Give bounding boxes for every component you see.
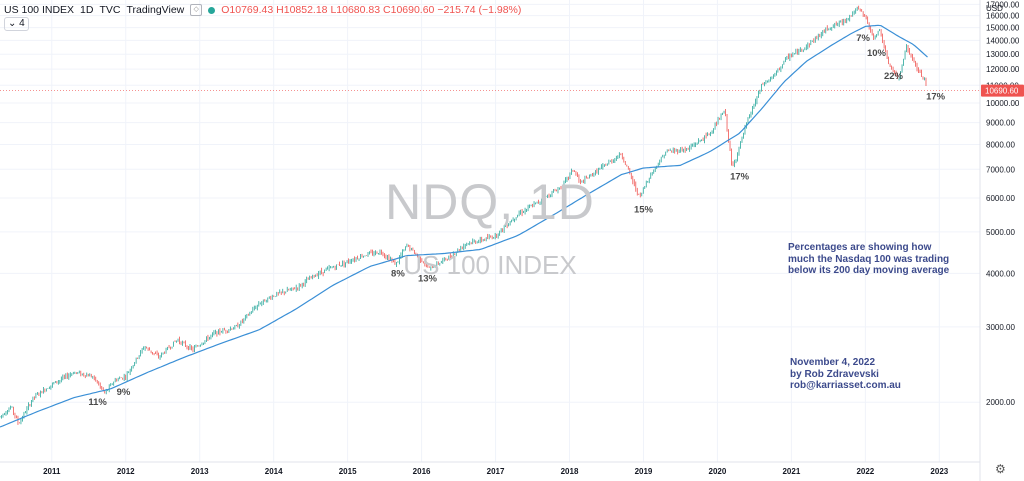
- y-tick-label: 14000.00: [986, 36, 1020, 45]
- ohlc-values: O10769.43 H10852.18 L10680.83 C10690.60 …: [221, 4, 521, 16]
- watermark-subtitle: US 100 INDEX: [403, 250, 577, 280]
- y-tick-label: 4000.00: [986, 269, 1015, 278]
- x-tick-label: 2019: [635, 467, 653, 476]
- chevron-down-icon: ⌄: [8, 18, 17, 29]
- y-tick-label: 9000.00: [986, 119, 1015, 128]
- y-tick-label: 7000.00: [986, 165, 1015, 174]
- note-line: below its 200 day moving average: [788, 265, 950, 276]
- y-tick-label: 3000.00: [986, 323, 1015, 332]
- drawdown-label: 9%: [117, 387, 131, 398]
- x-tick-label: 2023: [930, 467, 948, 476]
- drawdown-label: 17%: [926, 92, 946, 103]
- x-tick-label: 2012: [117, 467, 135, 476]
- watermark-title: NDQ, 1D: [385, 174, 595, 230]
- drawdown-label: 17%: [730, 171, 750, 182]
- x-tick-label: 2013: [191, 467, 209, 476]
- x-tick-label: 2016: [413, 467, 431, 476]
- credit-author: by Rob Zdravevski: [790, 368, 879, 380]
- author-credit: November 4, 2022 by Rob Zdravevski rob@k…: [790, 357, 901, 392]
- y-tick-label: 12000.00: [986, 65, 1020, 74]
- note-line: much the Nasdaq 100 was trading: [788, 253, 950, 265]
- x-tick-label: 2014: [265, 467, 283, 476]
- credit-email: rob@karriasset.com.au: [790, 380, 901, 391]
- drawdown-label: 8%: [391, 269, 405, 280]
- drawdown-label: 7%: [856, 33, 870, 44]
- chart-header: US 100 INDEX 1D TVC TradingView ◇ O10769…: [4, 4, 521, 16]
- x-tick-label: 2011: [43, 467, 61, 476]
- compare-icon[interactable]: ◇: [190, 4, 203, 16]
- change-value: −215.74 (−1.98%): [437, 4, 522, 16]
- x-tick-label: 2020: [709, 467, 727, 476]
- low-value: L10680.83: [330, 4, 381, 16]
- y-tick-label: 5000.00: [986, 228, 1015, 237]
- percentage-note: Percentages are showing how much the Nas…: [788, 242, 949, 277]
- x-tick-label: 2015: [339, 467, 357, 476]
- close-value: C10690.60: [383, 4, 435, 16]
- x-tick-label: 2017: [487, 467, 505, 476]
- note-line: Percentages are showing how: [788, 242, 932, 253]
- y-tick-label: 8000.00: [986, 140, 1015, 149]
- y-tick-label: 6000.00: [986, 194, 1015, 203]
- gear-icon[interactable]: ⚙: [995, 462, 1006, 476]
- drawdown-label: 10%: [867, 48, 887, 59]
- drawdown-label: 13%: [418, 273, 438, 284]
- y-tick-label: 10000.00: [986, 99, 1020, 108]
- source-label: TradingView: [126, 4, 185, 16]
- exchange-label: TVC: [99, 4, 121, 16]
- x-tick-label: 2022: [856, 467, 874, 476]
- high-value: H10852.18: [276, 4, 328, 16]
- y-tick-label: 13000.00: [986, 50, 1020, 59]
- last-price-label: 10690.60: [985, 87, 1019, 96]
- y-tick-label: 17000.00: [986, 0, 1020, 9]
- ma-200-line: [0, 24, 928, 428]
- y-tick-label: 2000.00: [986, 398, 1015, 407]
- market-status-icon: [208, 6, 216, 14]
- x-tick-label: 2018: [561, 467, 579, 476]
- indicator-count: 4: [19, 18, 25, 29]
- last-price-badge: [981, 84, 1024, 97]
- x-tick-label: 2021: [782, 467, 800, 476]
- indicator-toggle[interactable]: ⌄ 4: [4, 17, 29, 31]
- drawdown-label: 11%: [88, 397, 107, 408]
- open-value: O10769.43: [221, 4, 274, 16]
- y-tick-label: 15000.00: [986, 24, 1020, 33]
- symbol-name[interactable]: US 100 INDEX: [4, 4, 75, 16]
- y-tick-label: 16000.00: [986, 12, 1020, 21]
- drawdown-label: 22%: [884, 71, 904, 82]
- drawdown-label: 15%: [634, 204, 654, 215]
- credit-date: November 4, 2022: [790, 357, 876, 368]
- currency-label[interactable]: USD: [986, 4, 1003, 13]
- interval-label[interactable]: 1D: [80, 4, 94, 16]
